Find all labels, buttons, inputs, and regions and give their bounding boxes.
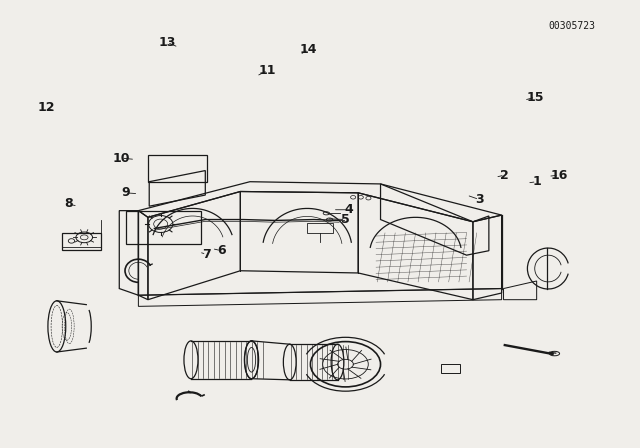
Text: 11: 11 [259, 64, 276, 77]
Text: 12: 12 [37, 101, 55, 114]
Text: 5: 5 [341, 213, 350, 226]
Text: 3: 3 [475, 193, 484, 206]
Text: 7: 7 [202, 248, 211, 261]
Text: 14: 14 [300, 43, 317, 56]
Text: 00305723: 00305723 [548, 21, 595, 31]
Text: 2: 2 [500, 168, 509, 181]
Text: 4: 4 [344, 203, 353, 216]
Text: 13: 13 [158, 36, 176, 49]
Text: 15: 15 [527, 90, 544, 103]
Text: 9: 9 [122, 186, 130, 199]
Text: 16: 16 [550, 168, 568, 181]
Text: 6: 6 [217, 244, 225, 257]
Text: 8: 8 [64, 198, 72, 211]
Text: 1: 1 [532, 175, 541, 188]
Text: 10: 10 [113, 151, 130, 164]
